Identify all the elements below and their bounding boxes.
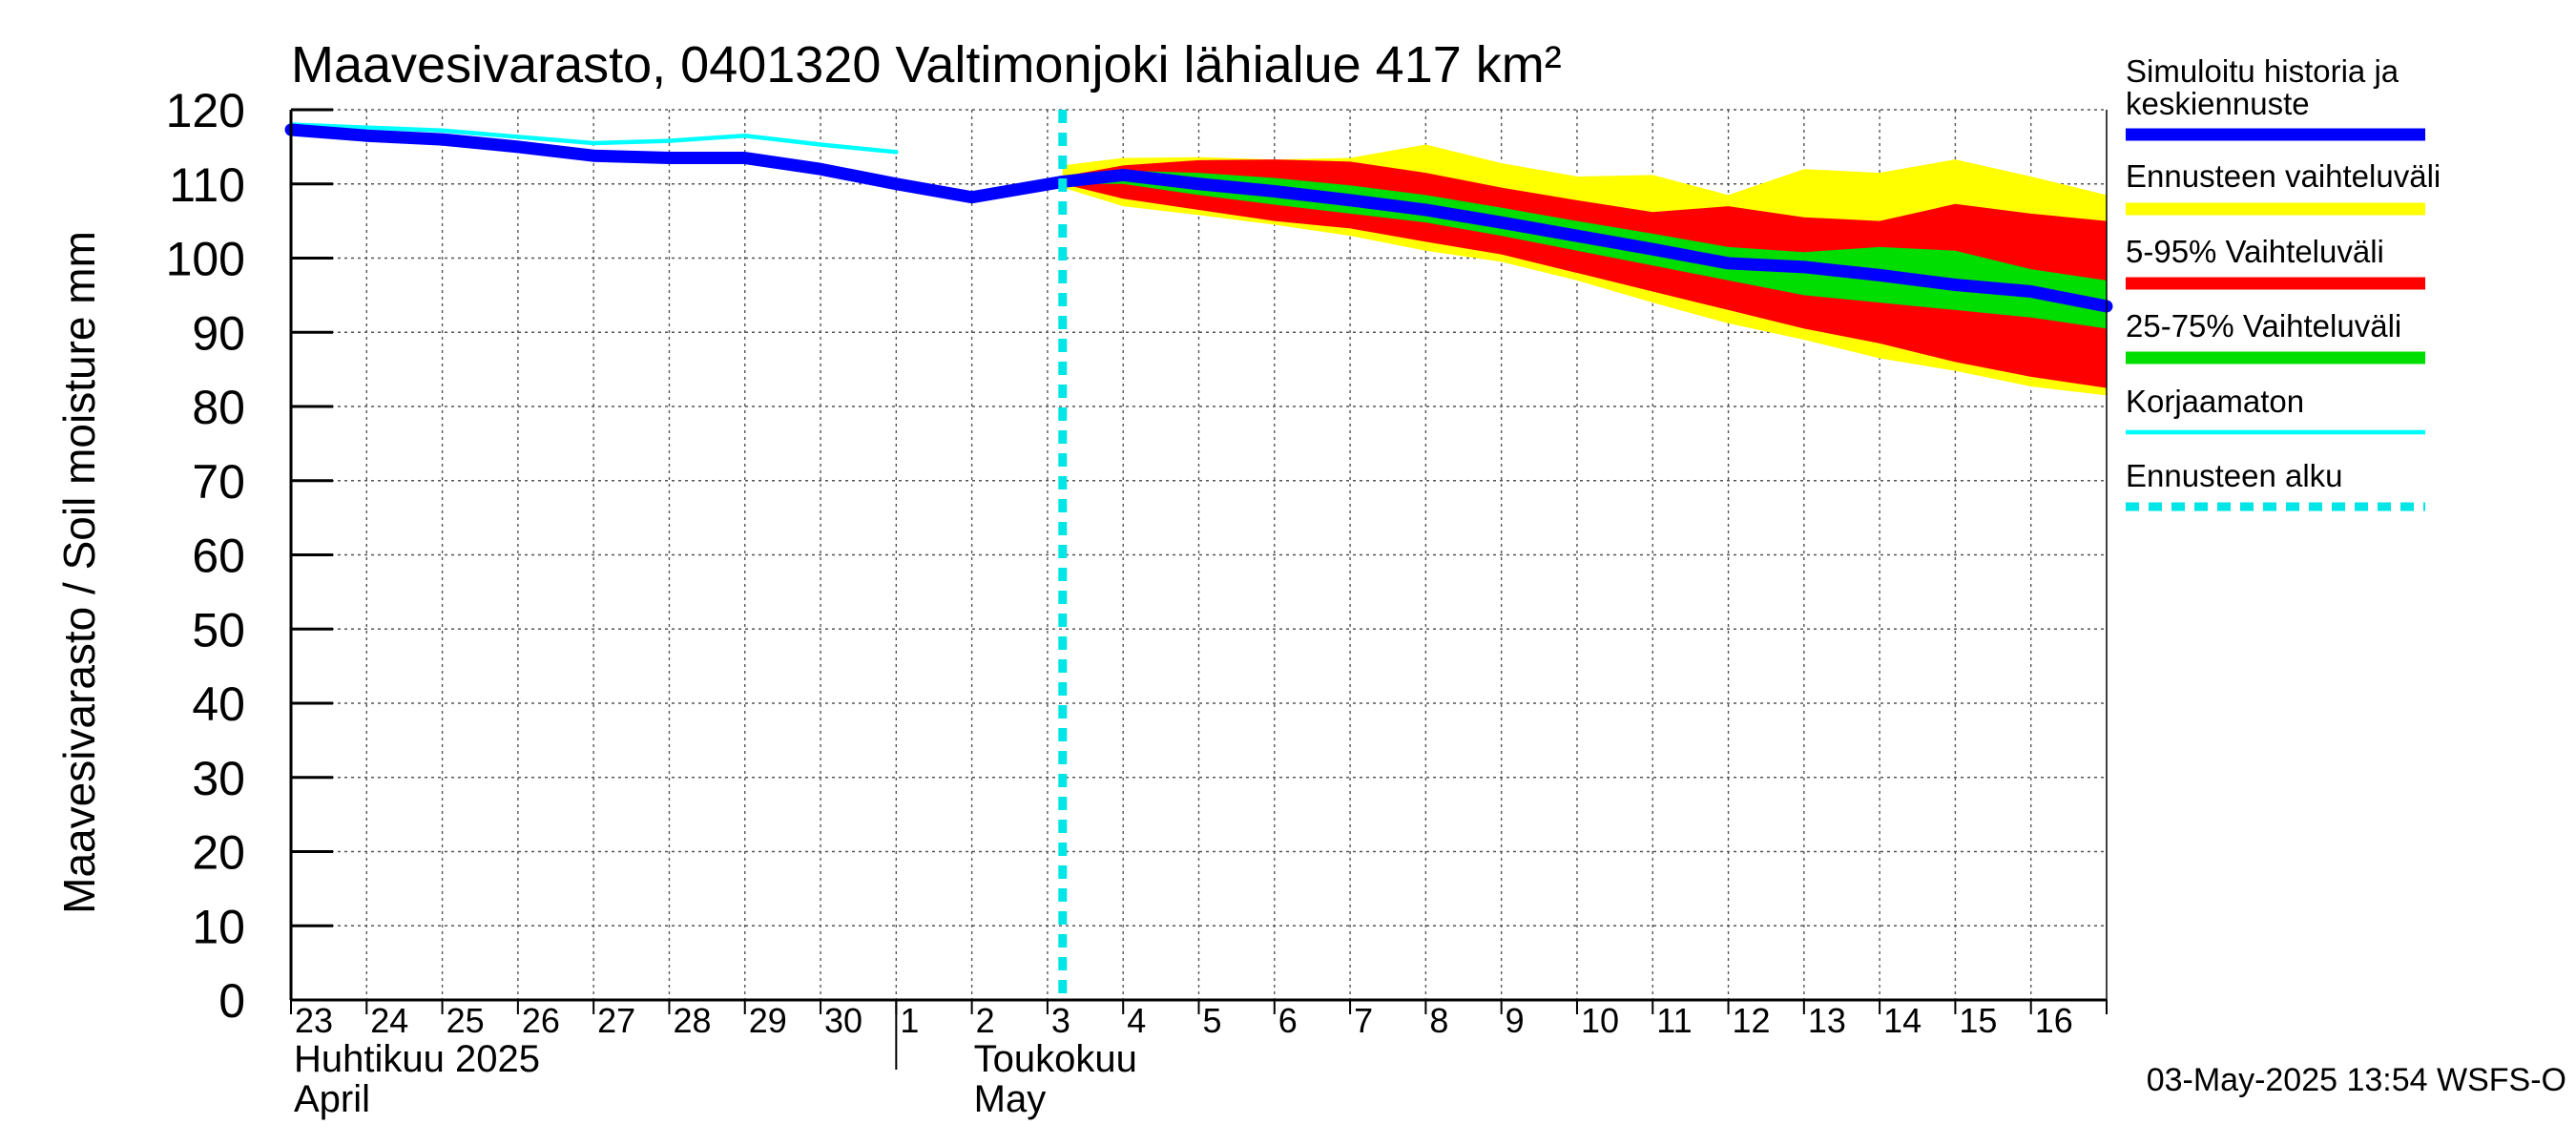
x-tick-label-7: 30	[824, 1001, 862, 1040]
legend-label-5-0: Ennusteen alku	[2126, 458, 2343, 493]
chart-title: Maavesivarasto, 0401320 Valtimonjoki läh…	[291, 36, 1562, 94]
x-tick-label-16: 9	[1506, 1001, 1525, 1040]
forecast-bands	[1062, 144, 2107, 396]
x-tick-label-21: 14	[1883, 1001, 1922, 1040]
legend-label-1-0: Ennusteen vaihteluväli	[2126, 158, 2441, 194]
y-tick-label-80: 80	[192, 381, 245, 434]
y-axis-label: Maavesivarasto / Soil moisture mm	[54, 231, 104, 914]
x-tick-label-8: 1	[900, 1001, 919, 1040]
x-tick-label-5: 28	[673, 1001, 711, 1040]
x-tick-label-3: 26	[522, 1001, 560, 1040]
x-tick-label-6: 29	[749, 1001, 787, 1040]
legend-label-2-0: 5-95% Vaihteluväli	[2126, 234, 2384, 269]
band-2	[1062, 170, 2107, 329]
y-tick-label-100: 100	[166, 233, 245, 286]
x-tick-label-12: 5	[1203, 1001, 1222, 1040]
month-label-1: Toukokuu	[974, 1038, 1137, 1080]
x-tick-label-22: 15	[1959, 1001, 1997, 1040]
y-tick-label-50: 50	[192, 603, 245, 656]
x-tick-label-2: 25	[447, 1001, 485, 1040]
y-tick-label-60: 60	[192, 530, 245, 583]
legend-label-0-0: Simuloitu historia ja	[2126, 53, 2399, 89]
y-tick-label-0: 0	[218, 974, 245, 1028]
month-sublabel-0: April	[294, 1078, 370, 1120]
y-tick-label-10: 10	[192, 900, 245, 953]
y-tick-label-120: 120	[166, 84, 245, 137]
x-tick-label-1: 24	[370, 1001, 408, 1040]
y-tick-label-110: 110	[169, 158, 245, 212]
legend-label-4-0: Korjaamaton	[2126, 384, 2304, 419]
y-tick-label-40: 40	[192, 677, 245, 731]
x-tick-label-10: 3	[1051, 1001, 1070, 1040]
x-tick-label-23: 16	[2035, 1001, 2073, 1040]
x-tick-label-17: 10	[1581, 1001, 1619, 1040]
x-tick-label-4: 27	[597, 1001, 635, 1040]
x-tick-label-11: 4	[1127, 1001, 1146, 1040]
x-tick-label-15: 8	[1429, 1001, 1448, 1040]
x-tick-label-9: 2	[976, 1001, 995, 1040]
series-lines	[284, 110, 2113, 1000]
y-tick-label-70: 70	[192, 455, 245, 509]
x-tick-label-20: 13	[1808, 1001, 1846, 1040]
x-tick-label-18: 11	[1656, 1001, 1692, 1040]
month-sublabel-1: May	[974, 1078, 1047, 1120]
month-label-0: Huhtikuu 2025	[294, 1038, 540, 1080]
y-tick-label-20: 20	[192, 826, 245, 880]
series-line-1	[284, 123, 2113, 313]
timestamp-footer: 03-May-2025 13:54 WSFS-O	[2147, 1062, 2566, 1098]
x-tick-label-0: 23	[295, 1001, 333, 1040]
x-tick-label-13: 6	[1278, 1001, 1298, 1040]
legend-label-3-0: 25-75% Vaihteluväli	[2126, 308, 2401, 344]
y-tick-label-90: 90	[192, 306, 245, 360]
legend-label-0-1: keskiennuste	[2126, 86, 2310, 121]
series-line-0	[288, 122, 899, 155]
x-tick-label-19: 12	[1733, 1001, 1771, 1040]
y-tick-label-30: 30	[192, 752, 245, 805]
x-tick-label-14: 7	[1354, 1001, 1373, 1040]
band-1	[1062, 159, 2107, 388]
